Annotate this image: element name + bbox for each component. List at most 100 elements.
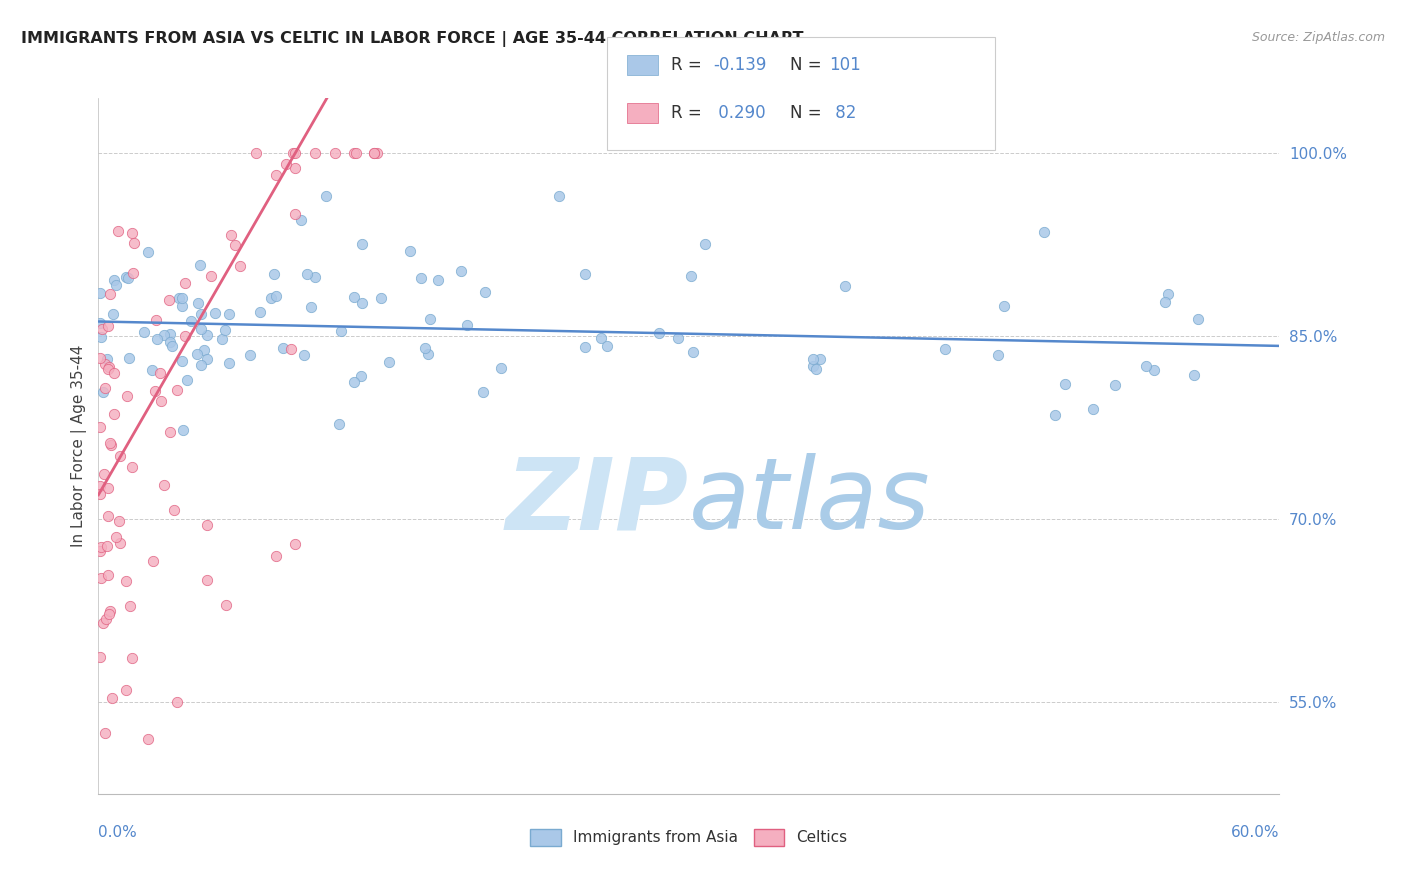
Point	[1143, 363, 1166, 377]
Point	[98, 604, 121, 618]
Point	[264, 289, 287, 303]
Point	[90, 330, 112, 344]
Point	[187, 296, 209, 310]
Point	[94, 611, 117, 625]
Point	[97, 508, 120, 523]
Point	[89, 544, 111, 558]
Text: N =: N =	[790, 56, 827, 74]
Point	[145, 312, 167, 326]
Point	[596, 339, 619, 353]
Point	[190, 322, 212, 336]
Point	[132, 326, 155, 340]
Text: 0.290: 0.290	[713, 104, 765, 122]
Text: N =: N =	[790, 104, 827, 122]
Point	[90, 322, 112, 336]
Point	[264, 549, 287, 563]
Point	[91, 616, 114, 631]
Y-axis label: In Labor Force | Age 35-44: In Labor Force | Age 35-44	[72, 345, 87, 547]
Point	[204, 306, 226, 320]
Point	[808, 351, 831, 366]
Point	[804, 362, 827, 376]
Point	[1153, 295, 1175, 310]
Point	[195, 328, 218, 343]
Point	[214, 322, 236, 336]
Text: 0.0%: 0.0%	[98, 825, 138, 840]
Point	[297, 267, 319, 281]
Point	[218, 307, 240, 321]
Text: IMMIGRANTS FROM ASIA VS CELTIC IN LABOR FORCE | AGE 35-44 CORRELATION CHART: IMMIGRANTS FROM ASIA VS CELTIC IN LABOR …	[21, 31, 804, 47]
Point	[366, 146, 388, 161]
Point	[276, 156, 298, 170]
Point	[681, 268, 703, 283]
Point	[801, 359, 824, 373]
Point	[215, 598, 238, 612]
Point	[101, 307, 124, 321]
Point	[218, 356, 240, 370]
Point	[141, 362, 163, 376]
Point	[89, 316, 111, 330]
Point	[89, 420, 111, 434]
Text: -0.139: -0.139	[713, 56, 766, 74]
Point	[456, 318, 478, 333]
Point	[245, 146, 267, 161]
Text: 82: 82	[830, 104, 856, 122]
Point	[107, 224, 129, 238]
Point	[170, 353, 193, 368]
Point	[174, 329, 197, 343]
Point	[1045, 408, 1067, 422]
Point	[94, 381, 117, 395]
Point	[115, 682, 138, 697]
Text: R =: R =	[671, 104, 707, 122]
Point	[162, 503, 184, 517]
Point	[411, 271, 433, 285]
Point	[108, 514, 131, 528]
Point	[363, 146, 385, 161]
Point	[344, 146, 367, 161]
Point	[96, 351, 118, 366]
Point	[89, 487, 111, 501]
Point	[343, 146, 366, 161]
Point	[284, 536, 307, 550]
Point	[110, 450, 132, 464]
Point	[122, 266, 145, 280]
Point	[143, 384, 166, 398]
Point	[157, 293, 180, 307]
Point	[149, 367, 172, 381]
Point	[96, 539, 118, 553]
Point	[987, 348, 1010, 362]
Point	[186, 347, 208, 361]
Point	[100, 691, 122, 706]
Point	[284, 146, 307, 161]
Point	[103, 407, 125, 421]
Point	[152, 477, 174, 491]
Point	[159, 326, 181, 341]
Point	[211, 332, 233, 346]
Point	[188, 258, 211, 272]
Point	[416, 347, 439, 361]
Point	[89, 351, 111, 365]
Point	[97, 568, 120, 582]
Point	[136, 731, 159, 746]
Point	[229, 259, 252, 273]
Point	[159, 334, 181, 349]
Text: Source: ZipAtlas.com: Source: ZipAtlas.com	[1251, 31, 1385, 45]
Point	[1135, 359, 1157, 373]
Point	[328, 417, 350, 431]
Point	[284, 161, 307, 176]
Point	[221, 227, 243, 242]
Point	[159, 425, 181, 439]
Point	[548, 188, 571, 202]
Point	[419, 312, 441, 326]
Point	[97, 481, 120, 495]
Point	[100, 438, 122, 452]
Point	[176, 373, 198, 387]
Point	[350, 236, 373, 251]
Point	[292, 348, 315, 362]
Point	[1157, 287, 1180, 301]
Point	[142, 554, 165, 568]
Point	[290, 213, 312, 227]
Point	[170, 299, 193, 313]
Point	[115, 389, 138, 403]
Point	[249, 305, 271, 319]
Point	[98, 287, 121, 301]
